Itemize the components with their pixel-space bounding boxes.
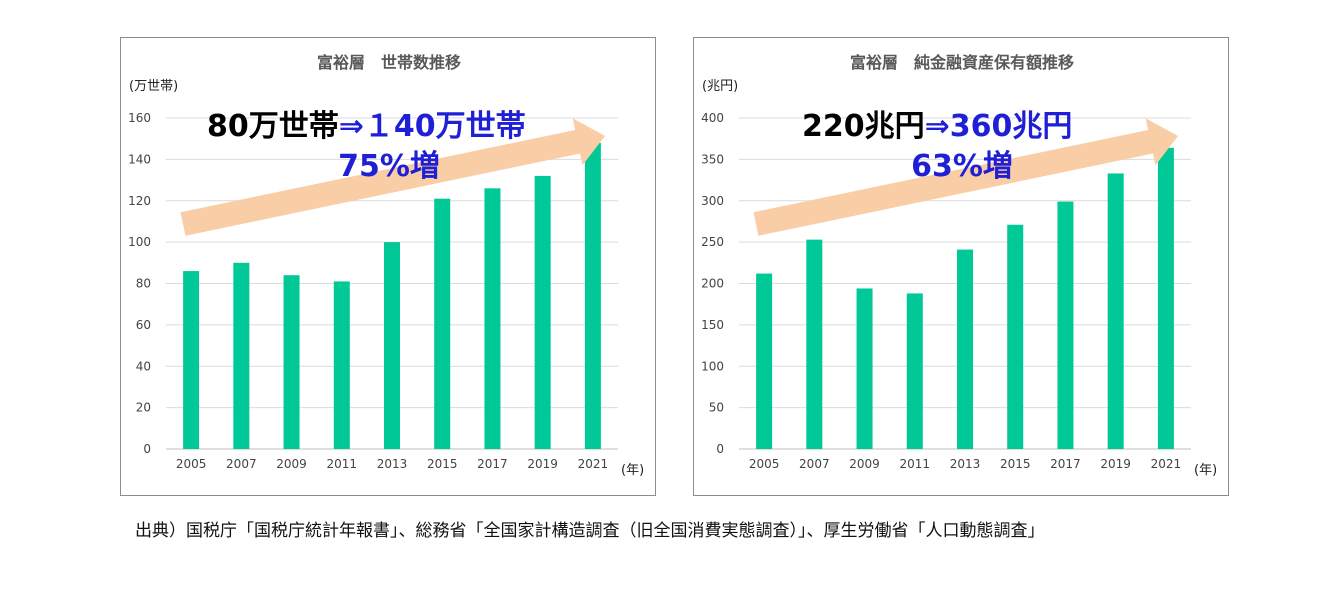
y-tick-label: 0 [143, 442, 151, 456]
x-tick-label: 2015 [427, 457, 458, 471]
bar-2007 [806, 239, 823, 449]
x-tick-label: 2009 [276, 457, 307, 471]
annotation-change: 75%増 [338, 149, 440, 184]
annotation-line1: 220兆円⇒360兆円 [802, 109, 1072, 144]
x-axis-unit: (年) [1194, 463, 1217, 478]
y-tick-label: 120 [128, 194, 151, 208]
x-tick-label: 2019 [527, 457, 558, 471]
annotation-change: 63%増 [911, 149, 1013, 184]
annotation-to: ⇒360兆円 [925, 109, 1073, 144]
y-tick-label: 250 [701, 235, 724, 249]
chart-title: 富裕層 世帯数推移 [317, 53, 461, 72]
x-tick-label: 2017 [1050, 457, 1081, 471]
y-tick-label: 80 [136, 277, 151, 291]
chart-title: 富裕層 純金融資産保有額推移 [850, 53, 1074, 72]
bar-2007 [233, 262, 250, 449]
annotation-to: ⇒１40万世帯 [339, 109, 526, 144]
y-axis-unit: (兆円) [702, 79, 738, 94]
annotation-from: 80万世帯 [207, 109, 339, 144]
trend-arrow [180, 118, 605, 236]
chart-panel-assets: 0 50 100 150 200 250 300 350 400 2005 2007 2009 2011… [693, 37, 1229, 496]
y-tick-label: 100 [701, 359, 724, 373]
households-chart: 0 20 40 60 80 100 120 140 160 2005 2007 2009 2011 201… [128, 53, 644, 478]
bar-2015 [434, 198, 451, 449]
x-axis-unit: (年) [621, 463, 644, 478]
x-tick-label: 2005 [176, 457, 207, 471]
x-tick-label: 2019 [1100, 457, 1131, 471]
y-tick-label: 150 [701, 318, 724, 332]
trend-arrow [753, 118, 1178, 236]
y-tick-label: 100 [128, 235, 151, 249]
y-tick-label: 200 [701, 277, 724, 291]
bar-2013 [384, 242, 400, 449]
source-note: 出典）国税庁「国税庁統計年報書」、総務省「全国家計構造調査（旧全国消費実態調査）… [135, 521, 1045, 541]
y-tick-label: 20 [136, 401, 151, 415]
assets-chart: 0 50 100 150 200 250 300 350 400 2005 2007 2009 2011… [701, 53, 1217, 478]
bar-2015 [1007, 224, 1024, 449]
x-tick-label: 2021 [1151, 457, 1182, 471]
x-tick-label: 2015 [1000, 457, 1031, 471]
y-tick-label: 50 [709, 401, 724, 415]
annotation-from: 220兆円 [802, 109, 925, 144]
x-tick-label: 2007 [799, 457, 830, 471]
y-tick-label: 400 [701, 111, 724, 125]
bar-2005 [183, 271, 200, 449]
bar-2017 [484, 188, 501, 449]
x-tick-label: 2013 [377, 457, 408, 471]
y-tick-label: 40 [136, 359, 151, 373]
x-tick-label: 2009 [849, 457, 880, 471]
bar-2009 [283, 275, 300, 449]
y-tick-label: 350 [701, 152, 724, 166]
y-tick-label: 300 [701, 194, 724, 208]
bar-2021 [584, 142, 601, 449]
x-tick-label: 2011 [900, 457, 931, 471]
x-tick-label: 2013 [950, 457, 981, 471]
chart-panel-households: 0 20 40 60 80 100 120 140 160 2005 2007 2009 2011 201… [120, 37, 656, 496]
x-tick-label: 2007 [226, 457, 257, 471]
annotation-line1: 80万世帯⇒１40万世帯 [207, 109, 526, 144]
y-axis-unit: (万世帯) [129, 79, 178, 94]
bar-2005 [756, 273, 773, 449]
bar-2011 [906, 293, 923, 449]
bar-2019 [1107, 173, 1124, 449]
bar-2017 [1057, 201, 1074, 449]
x-tick-label: 2011 [327, 457, 358, 471]
y-tick-label: 140 [128, 152, 151, 166]
x-tick-label: 2017 [477, 457, 508, 471]
bar-2021 [1157, 147, 1174, 449]
y-tick-label: 60 [136, 318, 151, 332]
x-tick-label: 2005 [749, 457, 780, 471]
y-tick-label: 160 [128, 111, 151, 125]
bar-2013 [957, 249, 973, 449]
x-tick-label: 2021 [578, 457, 609, 471]
bar-2011 [333, 281, 350, 449]
bar-2019 [534, 175, 551, 450]
y-tick-label: 0 [716, 442, 724, 456]
bar-2009 [856, 288, 873, 449]
